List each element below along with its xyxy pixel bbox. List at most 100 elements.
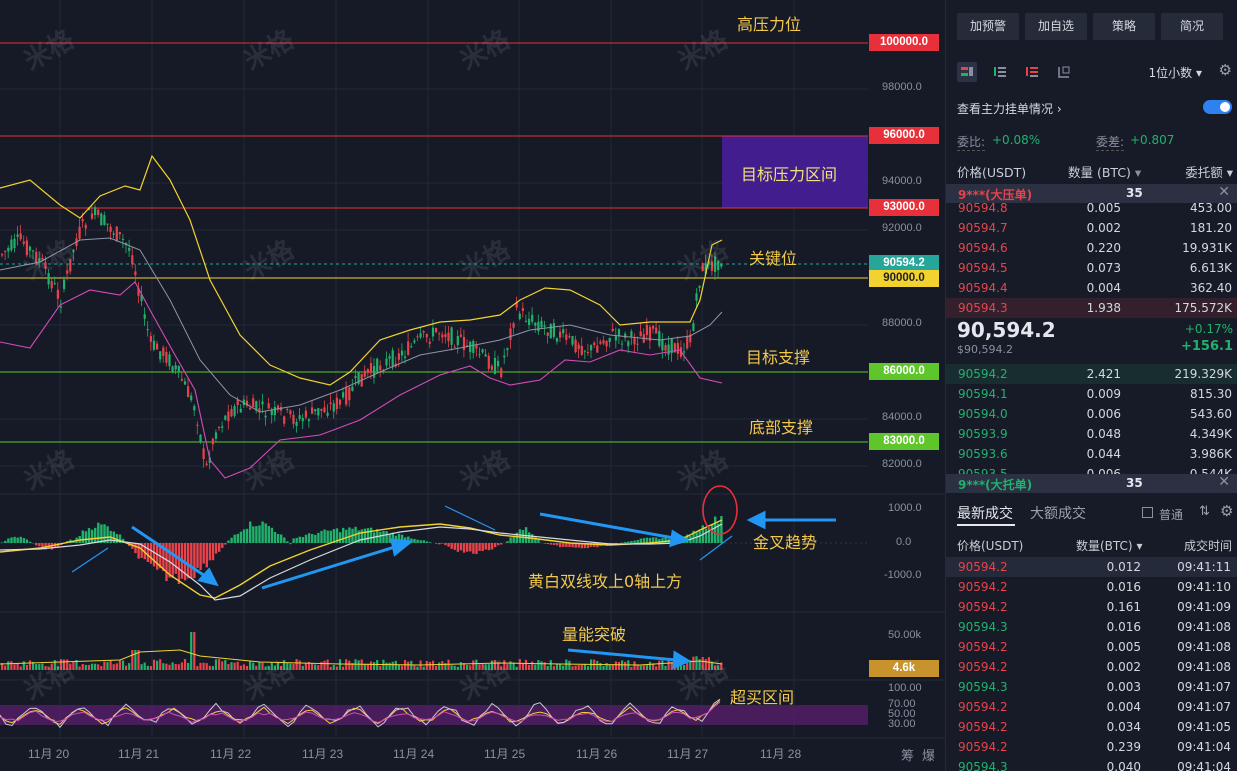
macd-bar: [162, 543, 165, 572]
macd-bar: [493, 543, 497, 548]
macd-bar: [165, 543, 168, 582]
add-alert-button[interactable]: 加预警: [957, 13, 1019, 40]
macd-bar: [490, 543, 494, 550]
volume-bar: [469, 665, 472, 670]
volume-bar: [425, 660, 428, 670]
bid-row[interactable]: 90594.0 0.006 543.60: [946, 404, 1237, 424]
orderbook-toggle[interactable]: [1203, 100, 1232, 114]
ask-row[interactable]: 90594.7 0.002 181.20: [946, 218, 1237, 238]
normal-checkbox[interactable]: [1142, 507, 1153, 518]
volume-bar: [168, 664, 171, 670]
gear-icon[interactable]: ⚙: [1220, 502, 1234, 520]
candle-body: [481, 349, 484, 353]
macd-bar: [459, 543, 463, 551]
volume-bar: [689, 660, 692, 670]
close-icon[interactable]: ✕: [1218, 474, 1230, 490]
candle-body: [165, 351, 168, 363]
volume-bar: [487, 664, 490, 670]
trade-row[interactable]: 90594.2 0.016 09:41:10: [946, 577, 1237, 597]
chips-icon[interactable]: 筹: [901, 748, 915, 763]
candle-body: [574, 339, 577, 353]
close-icon[interactable]: ✕: [1218, 184, 1230, 200]
filter-icon[interactable]: ⇅: [1199, 504, 1210, 519]
candle-body: [593, 342, 596, 345]
macd-bar: [255, 526, 258, 543]
ask-row[interactable]: 90594.3 1.938 175.572K: [946, 298, 1237, 318]
candle-body: [602, 340, 605, 344]
rsi-line-purple: [0, 701, 721, 724]
both-sides-icon[interactable]: [957, 62, 977, 82]
trade-row[interactable]: 90594.2 0.161 09:41:09: [946, 597, 1237, 617]
ask-row[interactable]: 90594.4 0.004 362.40: [946, 278, 1237, 298]
bid-row[interactable]: 90593.9 0.048 4.349K: [946, 424, 1237, 444]
chart-area[interactable]: 米格 米格 米格 米格 米格 米格 米格 米格 米格 米格 米格 米格 米格 米…: [0, 0, 945, 771]
volume-bar: [379, 666, 382, 670]
gear-icon[interactable]: ⚙: [1218, 61, 1232, 79]
volume-bar: [537, 660, 540, 670]
macd-bar: [134, 543, 137, 554]
candle-body: [193, 406, 196, 411]
macd-bar: [298, 536, 301, 543]
overview-button[interactable]: 简况: [1161, 13, 1223, 40]
annotation-bottom-support: 底部支撑: [749, 418, 814, 437]
bid-row[interactable]: 90593.6 0.044 3.986K: [946, 444, 1237, 464]
trade-row[interactable]: 90594.3 0.040 09:41:04: [946, 757, 1237, 771]
volume-bar: [335, 666, 338, 670]
macd-bar: [630, 541, 633, 543]
trade-row[interactable]: 90594.2 0.002 09:41:08: [946, 657, 1237, 677]
header-amount[interactable]: 委托额 ▾: [1185, 165, 1233, 180]
bid-row[interactable]: 90594.1 0.009 815.30: [946, 384, 1237, 404]
decimal-select[interactable]: 1位小数 ▾: [1148, 66, 1203, 80]
depth-icon[interactable]: [1054, 62, 1074, 82]
macd-bar: [577, 543, 580, 548]
candle-body: [714, 256, 717, 272]
macd-bar: [571, 543, 574, 548]
add-watchlist-button[interactable]: 加自选: [1025, 13, 1087, 40]
candle-body: [577, 344, 580, 350]
candle-body: [301, 417, 304, 422]
ask-amount: 19.931K: [1182, 241, 1232, 255]
orderbook-toggle-label[interactable]: 查看主力挂单情况 ›: [957, 102, 1062, 116]
trade-header-qty[interactable]: 数量(BTC) ▾: [1076, 539, 1143, 553]
asks-only-icon[interactable]: [1022, 62, 1042, 82]
ask-row[interactable]: 90594.6 0.220 19.931K: [946, 238, 1237, 258]
tab-large-trades[interactable]: 大额成交: [1030, 506, 1086, 522]
trade-row[interactable]: 90594.3 0.016 09:41:08: [946, 617, 1237, 637]
header-qty[interactable]: 数量 (BTC) ▾: [1068, 165, 1142, 180]
trade-row[interactable]: 90594.2 0.239 09:41:04: [946, 737, 1237, 757]
trade-row[interactable]: 90594.2 0.005 09:41:08: [946, 637, 1237, 657]
bid-amount: 543.60: [1190, 407, 1232, 421]
macd-bar: [97, 522, 100, 543]
list-icon[interactable]: [990, 62, 1010, 82]
volume-bar: [475, 659, 478, 670]
volume-bar: [35, 664, 38, 670]
candle-body: [81, 219, 84, 222]
volume-bar: [648, 661, 652, 670]
candle-body: [704, 263, 707, 274]
macd-bar: [227, 540, 230, 543]
annotation-overbought: 超买区间: [730, 688, 795, 707]
trade-row[interactable]: 90594.3 0.003 09:41:07: [946, 677, 1237, 697]
macd-bar: [388, 534, 391, 543]
volume-bar: [385, 662, 388, 670]
date-tick: 11月 26: [576, 747, 618, 761]
date-tick: 11月 21: [118, 747, 160, 761]
macd-bar: [438, 543, 441, 545]
candle-body: [472, 340, 475, 353]
liquidation-icon[interactable]: 爆: [922, 748, 936, 763]
volume-bar: [236, 661, 239, 670]
chevron-down-icon: ▾: [1226, 165, 1233, 180]
tab-latest-trades[interactable]: 最新成交: [957, 506, 1013, 522]
trade-price: 90594.3: [958, 680, 1008, 694]
price-tick: 82000.0: [882, 458, 922, 470]
macd-bar: [447, 543, 450, 547]
annotation-golden-cross: 金叉趋势: [753, 533, 818, 552]
trade-row[interactable]: 90594.2 0.012 09:41:11: [946, 557, 1237, 577]
ask-row[interactable]: 90594.5 0.073 6.613K: [946, 258, 1237, 278]
chart-canvas[interactable]: [0, 0, 945, 771]
ask-row[interactable]: 90594.8 0.005 453.00: [946, 198, 1237, 218]
bid-row[interactable]: 90594.2 2.421 219.329K: [946, 364, 1237, 384]
trade-row[interactable]: 90594.2 0.004 09:41:07: [946, 697, 1237, 717]
trade-row[interactable]: 90594.2 0.034 09:41:05: [946, 717, 1237, 737]
strategy-button[interactable]: 策略: [1093, 13, 1155, 40]
